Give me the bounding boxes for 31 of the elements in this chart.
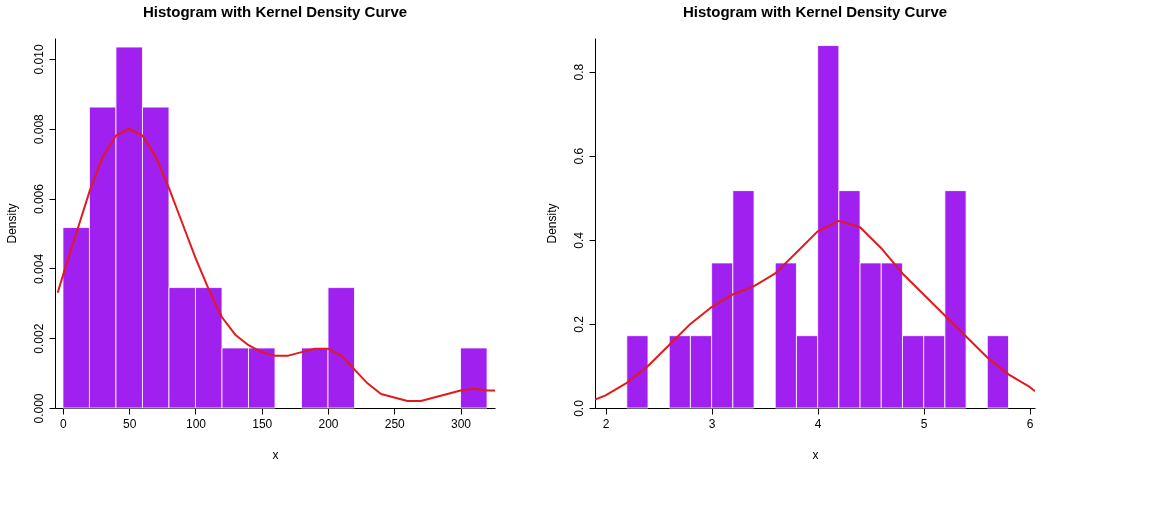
- x-tick-label: 100: [185, 416, 207, 431]
- y-tick-label: 0.008: [31, 113, 46, 145]
- y-tick-label: 0.4: [571, 231, 586, 249]
- line-series: [56, 127, 495, 403]
- x-axis-title: x: [812, 447, 819, 462]
- y-axis-title: Density: [4, 203, 19, 244]
- x-tick-label: 6: [1026, 416, 1034, 431]
- y-tick-label: 0.002: [31, 323, 46, 354]
- chart-title: Histogram with Kernel Density Curve: [142, 3, 408, 20]
- y-tick-label: 0.004: [31, 253, 46, 284]
- x-tick-label: 0: [60, 416, 68, 431]
- x-tick-label: 3: [708, 416, 716, 431]
- y-tick-label: 0.000: [31, 393, 46, 424]
- x-tick-label: 150: [252, 416, 273, 431]
- x-tick-label: 300: [451, 416, 472, 431]
- x-tick-label: 250: [384, 416, 406, 431]
- y-axis-title: Density: [544, 203, 559, 244]
- y-tick-label: 0.6: [571, 147, 586, 165]
- x-tick-label: 4: [814, 416, 822, 431]
- y-tick-label: 0.2: [571, 315, 586, 333]
- x-tick-label: 50: [123, 416, 137, 431]
- y-tick-label: 0.8: [571, 63, 586, 81]
- x-tick-label: 2: [602, 416, 610, 431]
- y-tick-label: 0.010: [31, 44, 46, 75]
- x-tick-label: 5: [920, 416, 928, 431]
- y-tick-label: 0.006: [31, 183, 46, 215]
- x-tick-label: 200: [318, 416, 339, 431]
- chart-title: Histogram with Kernel Density Curve: [682, 3, 948, 20]
- line-series: [595, 219, 1035, 401]
- x-axis-title: x: [272, 447, 279, 462]
- y-tick-label: 0.0: [571, 399, 586, 417]
